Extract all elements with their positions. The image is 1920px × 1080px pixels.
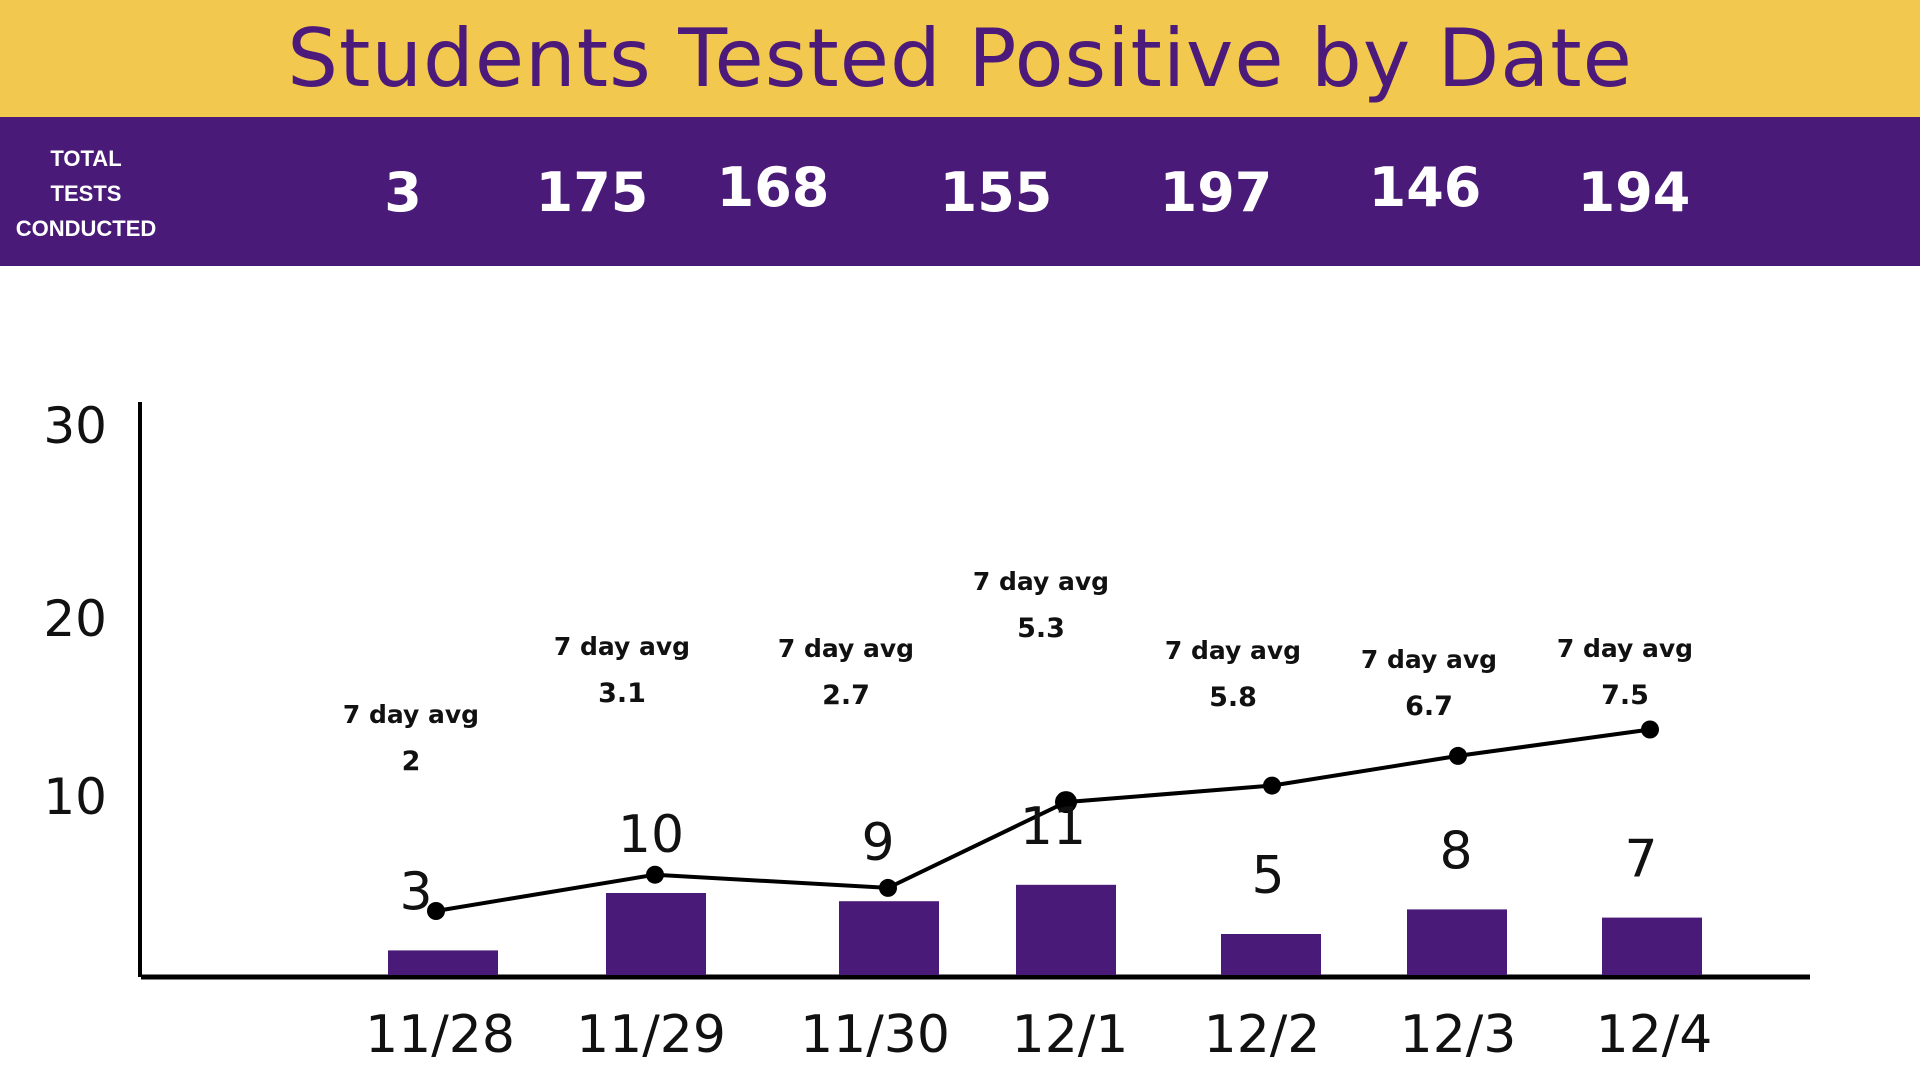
avg-caption: 7 day avg: [554, 632, 690, 661]
bar-value-label: 3: [399, 862, 432, 922]
x-category-label: 11/30: [800, 1005, 950, 1065]
total-tests-label: TOTAL TESTS CONDUCTED: [0, 141, 172, 246]
avg-caption: 7 day avg: [1165, 636, 1301, 665]
avg-value-label: 6.7: [1405, 691, 1453, 722]
avg-caption: 7 day avg: [1557, 634, 1693, 663]
avg-value-label: 3.1: [598, 678, 646, 709]
avg-value-label: 7.5: [1601, 680, 1649, 711]
avg-point: [427, 902, 445, 920]
chart-marks: 10 20 30 3 10 9 11 5 8 7 7 day avg 2 7 day avg 3.1 7 d…: [43, 397, 1712, 1065]
test-count: 194: [1577, 161, 1691, 224]
total-tests-label-line: CONDUCTED: [15, 216, 157, 241]
bar: [606, 893, 706, 975]
x-category-label: 11/29: [576, 1005, 726, 1065]
bar: [1602, 917, 1702, 975]
total-tests-label-line: TOTAL: [50, 146, 122, 171]
test-count: 3: [384, 161, 422, 224]
test-count: 146: [1368, 156, 1482, 219]
avg-point: [879, 878, 897, 897]
y-tick-label: 20: [43, 590, 107, 648]
chart-title: Students Tested Positive by Date: [287, 12, 1633, 105]
avg-value-label: 5.8: [1209, 682, 1257, 713]
avg-caption: 7 day avg: [1361, 645, 1497, 674]
avg-point: [1263, 776, 1281, 795]
y-tick-label: 30: [43, 397, 107, 455]
bar: [388, 950, 498, 975]
bar-value-label: 11: [1020, 797, 1086, 857]
bar: [1407, 909, 1507, 975]
avg-caption: 7 day avg: [778, 634, 914, 663]
bar: [1016, 884, 1116, 975]
avg-caption: 7 day avg: [343, 700, 479, 729]
bar-value-label: 9: [861, 813, 894, 873]
x-category-label: 12/3: [1400, 1005, 1517, 1065]
bar-value-label: 10: [618, 805, 684, 865]
bar-value-label: 5: [1251, 846, 1284, 906]
avg-point: [646, 865, 664, 884]
test-count: 197: [1159, 161, 1273, 224]
test-count: 155: [939, 161, 1053, 224]
x-category-label: 12/1: [1012, 1005, 1129, 1065]
x-category-label: 12/4: [1596, 1005, 1713, 1065]
x-category-label: 12/2: [1204, 1005, 1321, 1065]
avg-point: [1641, 720, 1659, 739]
avg-point: [1055, 791, 1077, 814]
y-tick-label: 10: [43, 768, 107, 826]
bar-value-label: 7: [1624, 830, 1657, 890]
bar-value-label: 8: [1439, 821, 1472, 881]
total-tests-band: TOTAL TESTS CONDUCTED 3 175 168 155 197 …: [0, 117, 1920, 266]
x-category-label: 11/28: [365, 1005, 515, 1065]
test-count: 175: [535, 161, 649, 224]
total-tests-label-line: TESTS: [50, 181, 122, 206]
avg-point: [1449, 746, 1467, 765]
bar: [1221, 934, 1321, 975]
test-count: 168: [716, 156, 830, 219]
avg-value-label: 2.7: [822, 680, 870, 711]
avg-value-label: 5.3: [1017, 613, 1065, 644]
avg-caption: 7 day avg: [973, 567, 1109, 596]
avg-value-label: 2: [402, 746, 421, 777]
bar: [839, 901, 939, 975]
title-band: Students Tested Positive by Date: [0, 0, 1920, 117]
